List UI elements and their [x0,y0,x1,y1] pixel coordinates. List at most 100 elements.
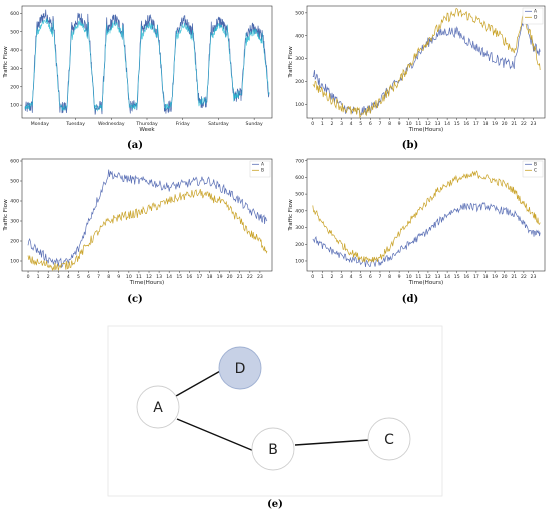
x-tick-label: 12 [425,274,431,280]
x-tick-label: Thursday [135,121,158,127]
y-axis-label: Traffic Flow [3,199,9,232]
y-tick-label: 500 [10,29,19,35]
x-tick-label: 2 [330,274,333,280]
x-tick-label: 21 [511,274,517,280]
x-tick-label: 10 [126,274,132,280]
y-tick-label: 200 [10,84,19,90]
x-tick-label: 19 [217,274,223,280]
chart-panel-a: 100 200 300 400 500 600 Traffic Flow Week Monday… [0,0,275,145]
caption-d: (d) [401,294,419,305]
x-axis-label: Time(Hours) [129,280,164,286]
y-tick-label: 500 [10,179,19,185]
x-tick-label: 5 [359,274,362,280]
x-tick-label: 23 [257,274,263,280]
series-line [24,18,270,112]
y-tick-label: 400 [295,33,304,39]
x-tick-label: 22 [521,121,527,127]
y-tick-label: 200 [10,239,19,245]
x-tick-label: 11 [415,121,421,127]
x-tick-label: 18 [483,121,489,127]
caption-e: (e) [267,499,283,510]
chart-c: 100 200 300 400 500 600 Traffic Flow Time(Hours… [3,158,273,286]
x-tick-label: 22 [521,274,527,280]
graph-panel-e: A D B C [0,320,550,498]
x-axis-label: Time(Hours) [408,127,443,133]
plot-frame [306,5,546,119]
x-tick-label: 9 [398,121,401,127]
plot-frame [21,158,273,272]
x-axis-label: Time(Hours) [408,280,443,286]
y-tick-label: 200 [295,242,304,248]
edge-a-d [175,369,223,397]
x-tick-label: 16 [186,274,192,280]
x-tick-label: 1 [37,274,40,280]
x-tick-label: 11 [136,274,142,280]
chart-panel-b: 100 200 300 400 500 Traffic Flow Time(Hours) 0 1… [285,0,550,145]
x-tick-label: 0 [311,274,314,280]
y-tick-label: 400 [295,208,304,214]
x-tick-label: 16 [463,274,469,280]
x-tick-label: 2 [330,121,333,127]
y-tick-label: 500 [295,192,304,198]
x-tick-label: 19 [492,121,498,127]
x-tick-label: 17 [473,274,479,280]
y-tick-label: 600 [10,159,19,165]
x-tick-label: Saturday [208,121,229,127]
x-tick-label: 4 [350,121,353,127]
x-tick-label: 0 [311,121,314,127]
x-tick-label: Sunday [246,121,263,127]
x-tick-label: 6 [369,274,372,280]
series-line-A [27,169,268,269]
caption-c: (c) [127,294,143,305]
legend-label: D [534,15,538,21]
y-tick-label: 600 [10,11,19,17]
x-tick-label: 10 [406,274,412,280]
x-tick-label: 4 [67,274,70,280]
series-line-B [27,189,268,272]
y-tick-label: 300 [295,56,304,62]
x-tick-label: 21 [237,274,243,280]
x-tick-label: 3 [57,274,60,280]
node-a-label: A [153,400,163,416]
legend-label: A [261,162,264,168]
x-tick-label: 16 [463,121,469,127]
y-tick-label: 100 [10,259,19,265]
series-line-A [312,18,541,116]
x-tick-label: 7 [378,121,381,127]
y-axis-label: Traffic Flow [288,199,294,232]
x-tick-label: 22 [247,274,253,280]
x-tick-label: 7 [378,274,381,280]
x-tick-label: 23 [531,121,537,127]
x-tick-label: 5 [77,274,80,280]
y-tick-label: 600 [295,175,304,181]
node-c: C [367,417,411,461]
x-tick-label: 14 [444,121,450,127]
x-tick-label: 11 [415,274,421,280]
x-tick-label: 17 [196,274,202,280]
y-tick-label: 400 [10,48,19,54]
node-b: B [251,427,295,471]
y-tick-label: 400 [10,199,19,205]
x-tick-label: 19 [492,274,498,280]
edge-a-b [176,418,255,452]
x-tick-label: 3 [340,274,343,280]
series-line-D [312,8,541,119]
x-tick-label: 18 [207,274,213,280]
x-tick-label: 23 [531,274,537,280]
series-line-B [312,202,541,268]
x-tick-label: 21 [511,121,517,127]
series-line-C [312,170,541,263]
caption-b: (b) [401,140,419,151]
x-tick-label: 15 [454,121,460,127]
node-d: D [218,346,262,390]
chart-panel-d: 100 200 300 400 500 600 700 Traffic Flow Time(Ho… [285,155,550,295]
x-tick-label: 12 [425,121,431,127]
y-tick-label: 300 [10,219,19,225]
node-a: A [136,385,180,429]
x-tick-label: 12 [146,274,152,280]
x-tick-label: 8 [107,274,110,280]
x-tick-label: 1 [321,121,324,127]
y-tick-label: 100 [295,102,304,108]
x-tick-label: 20 [227,274,233,280]
